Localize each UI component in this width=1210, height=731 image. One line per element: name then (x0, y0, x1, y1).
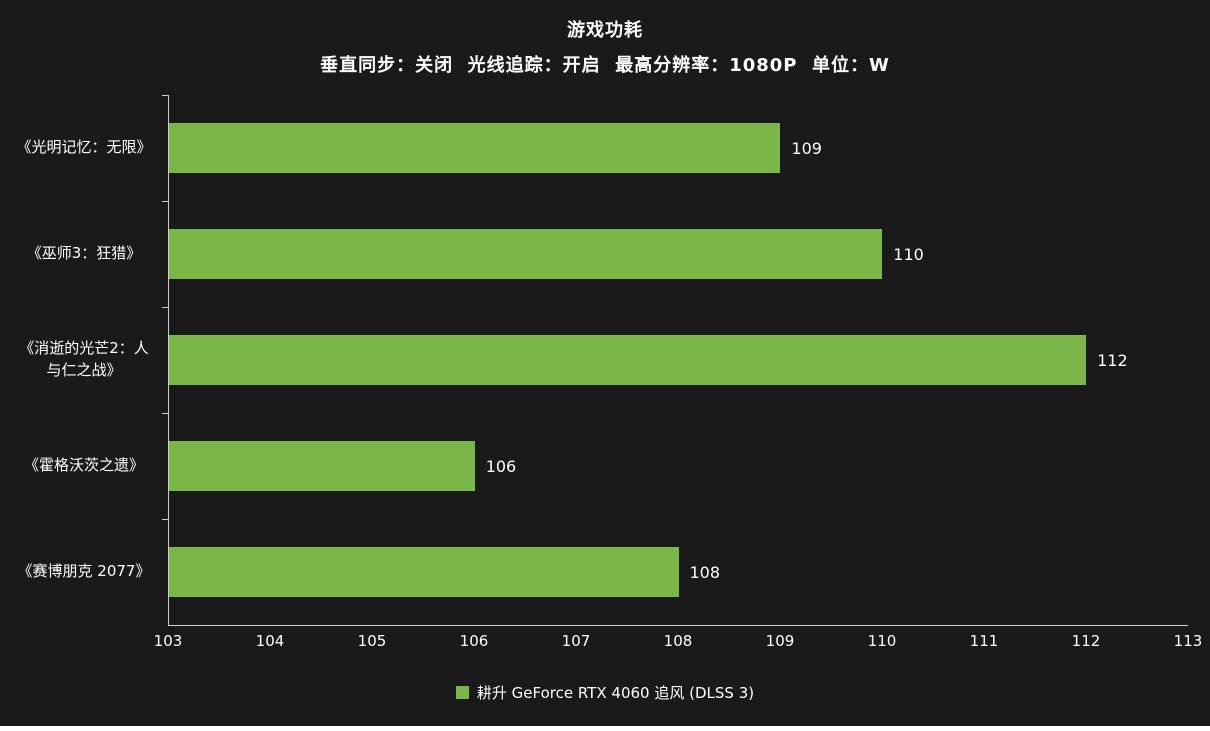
x-tick-label: 105 (357, 632, 387, 650)
bar-row: 109 (162, 95, 1188, 202)
bar (169, 441, 475, 491)
bar (169, 547, 679, 597)
chart-title: 游戏功耗 (567, 20, 643, 41)
value-label: 112 (1097, 350, 1128, 370)
legend-label: 耕升 GeForce RTX 4060 追风 (DLSS 3) (476, 684, 755, 702)
value-label: 106 (485, 456, 517, 476)
x-tick-label: 107 (561, 632, 591, 650)
bar-row: 106 (162, 413, 1188, 520)
category-label: 《消逝的光芒2：人与仁之战》 (19, 339, 149, 379)
x-tick-label: 111 (969, 632, 999, 650)
chart-header: 游戏功耗 垂直同步：关闭 光线追踪：开启 最高分辨率：1080P 单位：W (0, 0, 1210, 77)
x-tick-label: 103 (153, 632, 183, 650)
value-label: 109 (791, 138, 822, 158)
bar (169, 229, 883, 279)
plot-area: 《光明记忆：无限》 《巫师3：狂猎》 《消逝的光芒2：人与仁之战》 《霍格沃茨之… (0, 95, 1188, 626)
value-label: 110 (893, 244, 924, 264)
chart-subtitle: 垂直同步：关闭 光线追踪：开启 最高分辨率：1080P 单位：W (320, 55, 890, 76)
x-tick-label: 110 (867, 632, 897, 650)
x-tick-label: 112 (1071, 632, 1101, 650)
category-label: 《巫师3：狂猎》 (26, 244, 142, 263)
x-axis: 103 104 105 106 107 108 109 110 111 112 … (154, 626, 1203, 650)
bar-row: 108 (169, 519, 1188, 625)
bar (169, 123, 781, 173)
bar-row: 110 (162, 201, 1188, 308)
x-tick-label: 104 (255, 632, 285, 650)
category-label: 《光明记忆：无限》 (16, 138, 152, 157)
value-label: 108 (689, 562, 721, 582)
bar-row: 112 (162, 307, 1188, 414)
category-label: 《霍格沃茨之遗》 (23, 456, 144, 475)
bar (169, 335, 1087, 385)
legend-swatch (455, 686, 469, 699)
category-label: 《赛博朋克 2077》 (17, 562, 151, 581)
bottom-strip (0, 726, 1210, 731)
legend: 耕升 GeForce RTX 4060 追风 (DLSS 3) (0, 682, 1210, 703)
category-axis: 《光明记忆：无限》 《巫师3：狂猎》 《消逝的光芒2：人与仁之战》 《霍格沃茨之… (0, 95, 168, 626)
x-tick-label: 109 (765, 632, 795, 650)
x-tick-label: 108 (663, 632, 693, 650)
x-tick-label: 106 (459, 632, 489, 650)
x-tick-label: 113 (1173, 632, 1203, 650)
bars-plot: 109 110 112 106 108 (162, 95, 1188, 626)
